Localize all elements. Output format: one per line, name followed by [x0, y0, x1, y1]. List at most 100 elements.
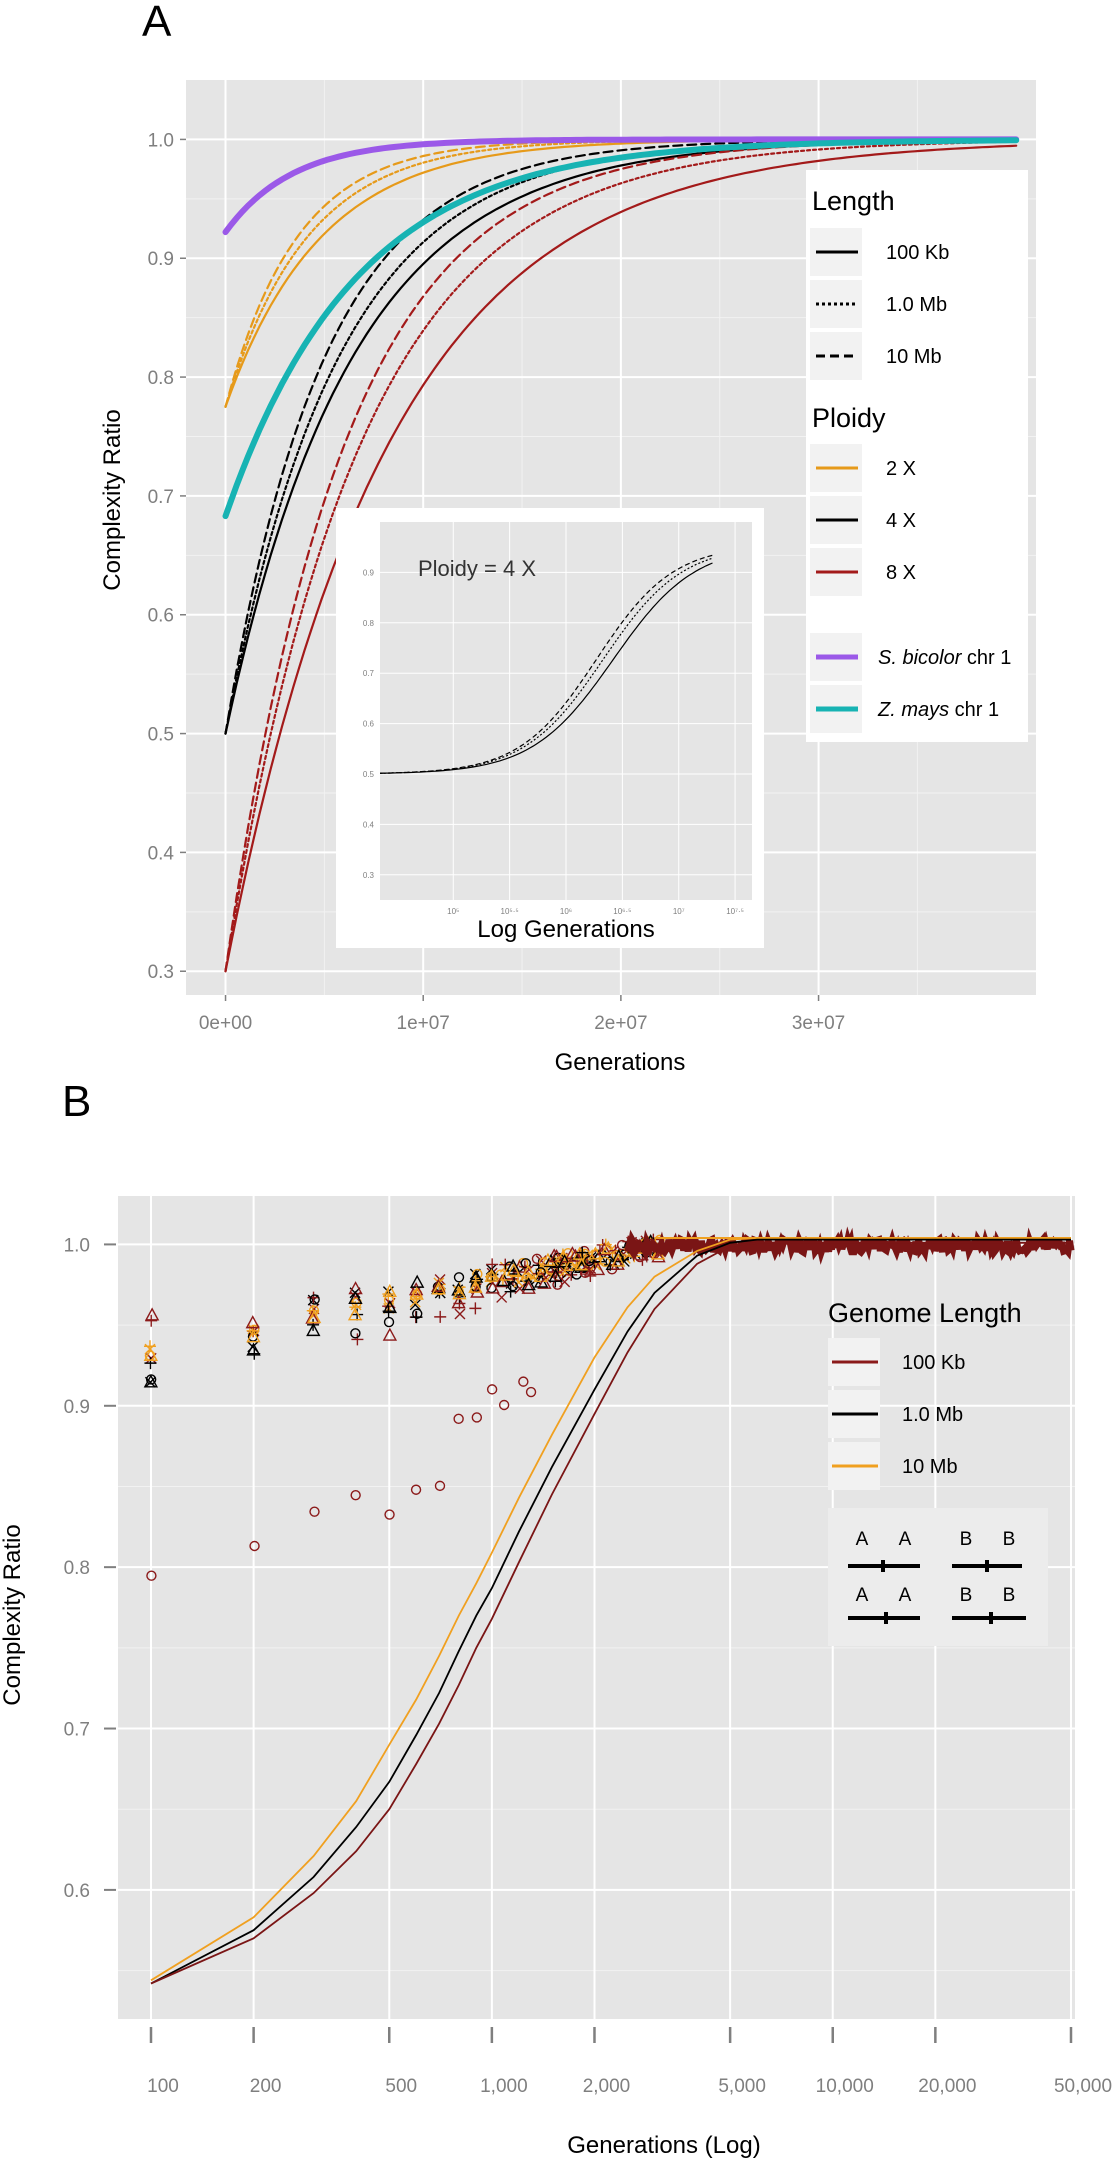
inset-y-tick-label: 0.7: [363, 669, 375, 678]
plateau-band: [624, 1226, 1075, 1265]
legend-length-label: 1.0 Mb: [886, 294, 947, 316]
series-line: [150, 1237, 1071, 1982]
point-triangle-marker: [574, 1257, 589, 1271]
series-line: [224, 139, 1018, 973]
point-plus-marker: [351, 1333, 364, 1346]
point-circle-marker: [453, 1272, 465, 1283]
point-circle-marker: [471, 1412, 483, 1423]
point-triangle-marker: [597, 1242, 612, 1256]
point-triangle-marker: [494, 1274, 510, 1288]
legend-genome-length-label: 100 Kb: [902, 1352, 965, 1374]
chromosome-label: A: [856, 1529, 869, 1550]
x-tick-label: 5,000: [718, 2076, 766, 2097]
point-triangle-marker: [610, 1256, 625, 1270]
point-circle-marker: [507, 1280, 519, 1292]
chromosome-label: A: [899, 1529, 912, 1550]
chromosome-label: A: [899, 1585, 912, 1606]
y-tick-label: 0.8: [148, 368, 174, 389]
point-circle-marker: [309, 1506, 320, 1517]
point-plus-marker: [469, 1302, 482, 1315]
inset-y-tick-label: 0.9: [363, 568, 375, 577]
chromosome-diagram: A A B B A A B B: [828, 1508, 1048, 1646]
inset-y-tick-label: 0.8: [363, 619, 375, 628]
legend-ploidy-label: 2 X: [886, 458, 916, 480]
point-plus-marker: [434, 1310, 447, 1323]
x-tick-label: 3e+07: [792, 1013, 845, 1034]
panel-b-axes: 0.6 0.7 0.8 0.9 1.0 100 200 500 1,000 2,000 5,000 1…: [64, 1235, 1112, 2097]
species-name: S. bicolor: [878, 647, 963, 669]
x-tick-label: 2,000: [583, 2076, 631, 2097]
point-circle-marker: [599, 1256, 611, 1267]
inset-x-tick-label: 10⁶: [560, 907, 572, 916]
panel-a-y-axis-title: Complexity Ratio: [99, 409, 126, 590]
point-triangle-marker: [144, 1307, 160, 1321]
point-triangle-marker: [408, 1282, 424, 1296]
point-triangle-marker: [521, 1280, 536, 1294]
point-triangle-marker: [548, 1268, 563, 1282]
legend-genome-length-label: 1.0 Mb: [902, 1404, 963, 1426]
point-plus-marker: [145, 1314, 158, 1327]
legend-ploidy-label: 8 X: [886, 562, 916, 584]
y-tick-label: 0.9: [64, 1397, 90, 1418]
x-tick-label: 200: [250, 2076, 282, 2097]
y-tick-label: 1.0: [64, 1235, 90, 1256]
x-tick-label: 0e+00: [199, 1013, 252, 1034]
x-tick-label: 1e+07: [397, 1013, 450, 1034]
series-line: [150, 1238, 1071, 1985]
inset-lines: [379, 554, 713, 774]
point-triangle-marker: [484, 1268, 499, 1282]
point-triangle-marker: [611, 1253, 626, 1267]
point-circle-marker: [434, 1480, 446, 1492]
point-circle-marker: [472, 1268, 483, 1280]
chromosome-label: B: [960, 1585, 973, 1606]
panel-b-label: B: [62, 1077, 91, 1126]
point-circle-marker: [525, 1386, 537, 1398]
panel-a-legend: Length 100 Kb 1.0 Mb 10 Mb Ploidy 2 X 4 X 8 X S.…: [806, 170, 1028, 742]
inset-x-tick-label: 10⁶·⁵: [613, 907, 631, 916]
point-circle-marker: [146, 1570, 157, 1581]
point-triangle-marker: [568, 1248, 583, 1262]
point-x-marker: [496, 1291, 508, 1303]
x-tick-label: 2e+07: [594, 1013, 647, 1034]
point-x-marker: [454, 1308, 466, 1320]
chromosome-label: A: [856, 1585, 869, 1606]
series-line: [150, 1241, 1071, 1985]
point-circle-marker: [309, 1294, 320, 1305]
point-triangle-marker: [348, 1290, 363, 1304]
inset-x-tick-label: 10⁷·⁵: [726, 907, 744, 916]
point-triangle-marker: [382, 1283, 397, 1298]
point-triangle-marker: [409, 1274, 425, 1288]
point-plus-marker: [486, 1258, 499, 1271]
point-triangle-marker: [347, 1307, 363, 1321]
legend-genome-length-label: 10 Mb: [902, 1456, 958, 1478]
point-triangle-marker: [143, 1374, 159, 1388]
y-tick-label: 0.3: [148, 962, 174, 983]
x-tick-label: 50,000: [1054, 2076, 1112, 2097]
panel-b-x-axis-title: Generations (Log): [567, 2132, 760, 2159]
x-tick-label: 10,000: [816, 2076, 874, 2097]
point-plus-marker: [307, 1291, 320, 1304]
point-circle-marker: [383, 1316, 395, 1328]
series-line: [224, 140, 1018, 973]
panel-a-x-axis-title: Generations: [555, 1049, 686, 1076]
point-circle-marker: [249, 1540, 260, 1552]
point-triangle-marker: [611, 1249, 626, 1263]
inset-y-tick-label: 0.5: [363, 770, 375, 779]
point-plus-marker: [576, 1246, 589, 1259]
chromosome-diagram-box: [828, 1508, 1048, 1646]
y-tick-label: 0.8: [64, 1558, 90, 1579]
point-triangle-marker: [521, 1264, 536, 1278]
legend-species-label: S. bicolor chr 1: [878, 647, 1011, 669]
panel-b-lines: [150, 1237, 1071, 1985]
panel-b-legend: Genome Length 100 Kb 1.0 Mb 10 Mb: [828, 1298, 1022, 1490]
inset-x-tick-label: 10⁵·⁵: [501, 907, 519, 916]
point-triangle-marker: [431, 1281, 446, 1295]
point-triangle-marker: [246, 1342, 261, 1356]
point-triangle-marker: [246, 1329, 261, 1343]
point-triangle-marker: [306, 1310, 322, 1324]
series-line: [222, 137, 1020, 520]
inset-line: [379, 554, 713, 774]
y-tick-label: 0.6: [64, 1881, 90, 1902]
point-circle-marker: [486, 1384, 498, 1395]
panel-b-y-axis-title: Complexity Ratio: [0, 1524, 26, 1705]
